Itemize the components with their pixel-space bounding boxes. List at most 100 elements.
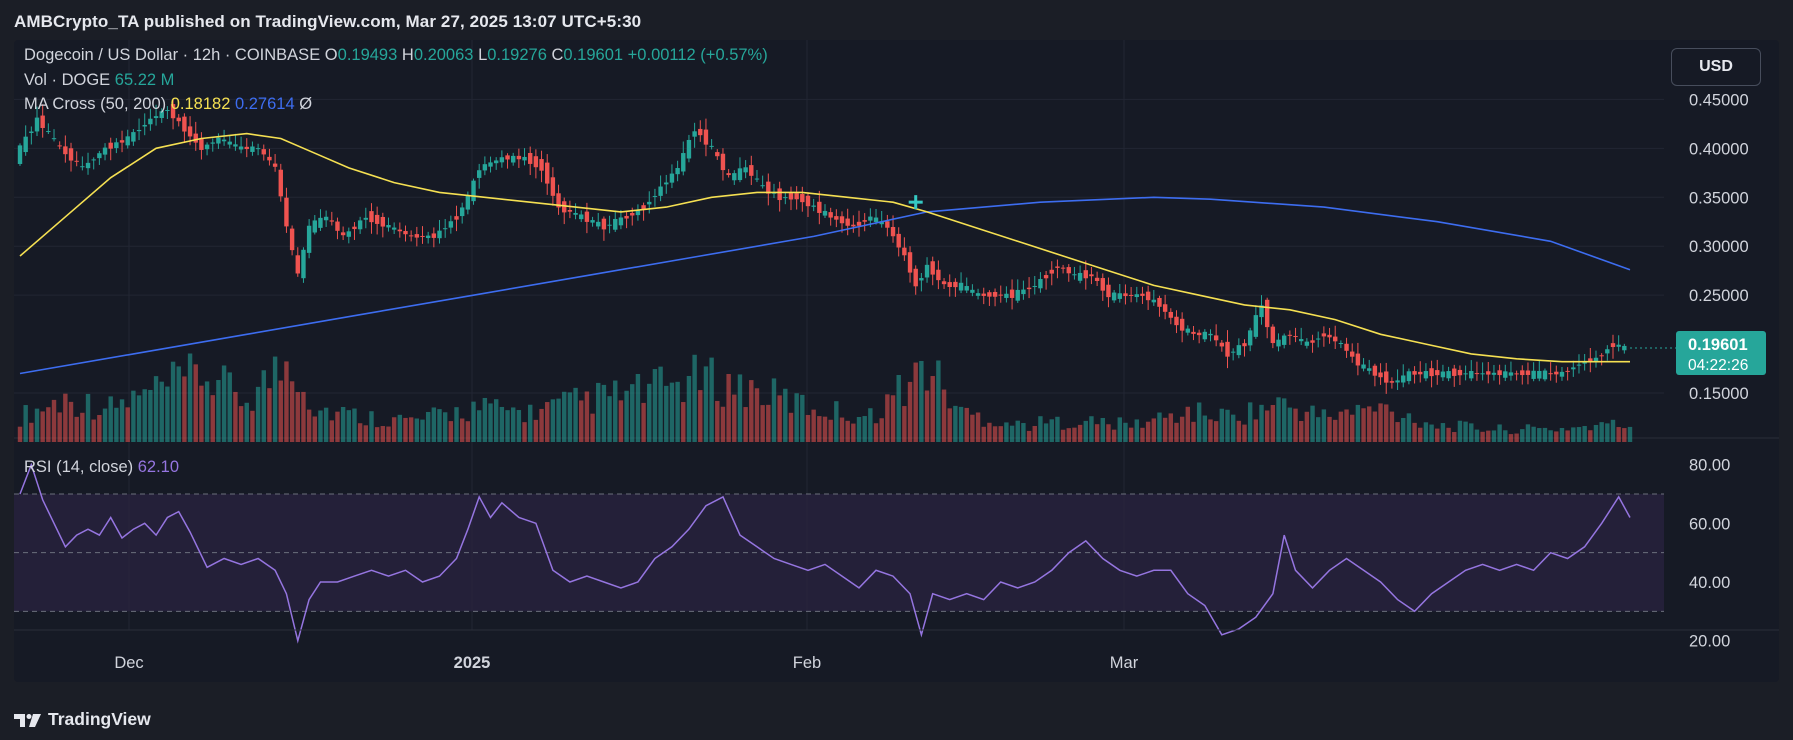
volume-bar xyxy=(465,421,471,442)
volume-bar xyxy=(737,374,743,442)
volume-bar xyxy=(216,380,221,442)
candle-body xyxy=(1117,293,1122,299)
candle-body xyxy=(1281,335,1287,345)
volume-bar xyxy=(295,392,300,442)
volume-bar xyxy=(250,410,255,442)
volume-bar xyxy=(1440,423,1446,442)
volume-bar xyxy=(1554,431,1559,442)
volume-bar xyxy=(1157,412,1162,442)
candle-body xyxy=(1060,267,1066,269)
candle-body xyxy=(1406,371,1412,382)
volume-bar xyxy=(630,384,635,442)
candle-body xyxy=(80,166,85,168)
candle-body xyxy=(873,217,879,222)
candle-body xyxy=(51,138,57,140)
candle-body xyxy=(301,249,306,279)
candle-body xyxy=(579,214,584,220)
candle-body xyxy=(493,160,499,164)
volume-bar xyxy=(40,411,45,442)
candle-body xyxy=(1588,358,1593,363)
candle-body xyxy=(204,144,210,150)
candle-body xyxy=(964,286,969,291)
volume-bar xyxy=(1344,409,1349,442)
candle-body xyxy=(987,292,992,297)
candle-body xyxy=(1457,369,1463,376)
chart-frame[interactable]: 0.45000 0.40000 0.35000 0.30000 0.25000 0.150… xyxy=(14,40,1779,682)
candle-body xyxy=(1179,318,1185,331)
candle-body xyxy=(159,111,164,119)
candle-body xyxy=(998,294,1003,296)
candle-body xyxy=(295,255,300,274)
price-chart[interactable]: 0.45000 0.40000 0.35000 0.30000 0.25000 0.150… xyxy=(14,40,1779,682)
candle-body xyxy=(930,261,935,275)
candle-body xyxy=(1554,371,1559,375)
candle-body xyxy=(641,205,646,210)
volume-bar xyxy=(1128,427,1134,442)
tradingview-logo[interactable]: TradingView xyxy=(14,709,151,730)
volume-bar xyxy=(1043,423,1049,442)
candle-body xyxy=(1270,326,1276,344)
candle-body xyxy=(1401,375,1406,383)
candle-body xyxy=(1089,274,1094,277)
close-value: 0.19601 xyxy=(563,46,624,64)
rsi-legend: RSI (14, close) 62.10 xyxy=(24,458,179,477)
candle-body xyxy=(323,216,329,221)
volume-bar xyxy=(1225,409,1230,442)
candle-body xyxy=(346,231,352,237)
volume-bar xyxy=(403,417,408,442)
candle-body xyxy=(1247,330,1253,346)
candle-body xyxy=(1264,299,1270,328)
currency-button[interactable]: USD xyxy=(1671,48,1761,86)
volume-bar xyxy=(896,374,901,442)
candle-body xyxy=(1174,316,1179,326)
ma50-line xyxy=(19,132,1630,363)
candle-body xyxy=(715,152,720,157)
candle-body xyxy=(182,116,187,132)
volume-bar xyxy=(953,405,958,442)
volume-bar xyxy=(1259,404,1264,442)
candle-body xyxy=(975,293,981,296)
volume-bar xyxy=(1520,429,1525,442)
volume-bar xyxy=(221,365,227,442)
volume-bar xyxy=(51,399,57,442)
candle-body xyxy=(522,156,527,161)
candle-body xyxy=(1622,345,1627,351)
candle-body xyxy=(1418,371,1423,375)
candle-body xyxy=(896,233,901,248)
volume-bar xyxy=(233,391,238,442)
volume-bar xyxy=(335,411,340,442)
volume-bar xyxy=(312,416,317,442)
volume-bar xyxy=(1350,414,1355,442)
volume-bar xyxy=(1185,406,1191,442)
candle-body xyxy=(1480,373,1485,375)
volume-bar xyxy=(1605,423,1610,442)
volume-bar xyxy=(879,418,884,442)
volume-bar xyxy=(244,402,249,442)
candle-body xyxy=(1508,372,1514,376)
volume-bar xyxy=(1355,404,1361,442)
volume-bar xyxy=(1378,403,1383,442)
candle-body xyxy=(488,162,493,167)
volume-bar xyxy=(766,404,771,442)
candle-body xyxy=(1423,371,1429,379)
candle-body xyxy=(1435,370,1440,376)
volume-bar xyxy=(885,394,890,442)
volume-bar xyxy=(1321,409,1327,442)
symbol-title: Dogecoin / US Dollar · 12h · COINBASE xyxy=(24,46,321,64)
volume-bar xyxy=(783,388,788,442)
candle-body xyxy=(136,129,142,132)
ma-hidden-icon[interactable]: Ø xyxy=(299,95,313,113)
ma200-line xyxy=(19,196,1631,375)
price-axis-label: 0.35000 xyxy=(1689,189,1749,207)
bar-countdown: 04:22:26 xyxy=(1688,357,1748,374)
candle-body xyxy=(1055,266,1060,268)
volume-bar xyxy=(1021,423,1026,442)
volume-bar xyxy=(80,412,85,442)
volume-bar xyxy=(97,415,102,442)
candle-body xyxy=(947,282,952,288)
volume-bar xyxy=(119,399,125,442)
volume-bar xyxy=(511,407,516,442)
candle-body xyxy=(902,247,907,256)
candle-body xyxy=(732,173,737,181)
brand-name: TradingView xyxy=(48,709,151,729)
